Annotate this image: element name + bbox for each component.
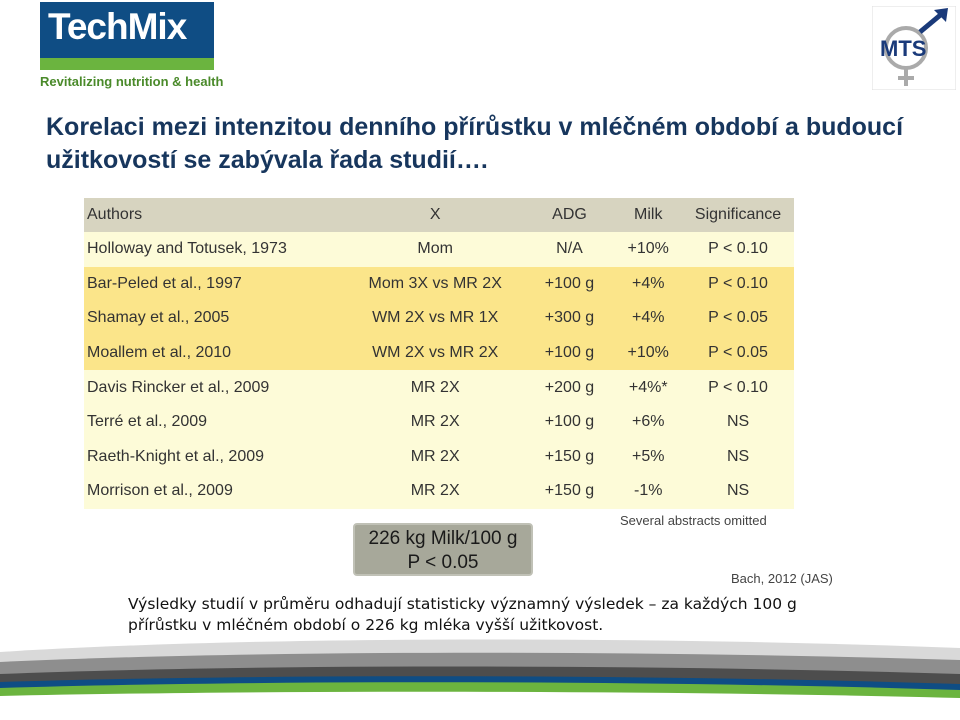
- reference: Bach, 2012 (JAS): [731, 571, 833, 586]
- cell-x: MR 2X: [345, 370, 525, 405]
- cell-x: MR 2X: [345, 439, 525, 475]
- cell-adg: +150 g: [524, 439, 615, 475]
- table-row: Bar-Peled et al., 1997 Mom 3X vs MR 2X +10…: [84, 266, 794, 302]
- table-row: Morrison et al., 2009 MR 2X +150 g -1% NS: [84, 474, 794, 509]
- table-row: Raeth-Knight et al., 2009 MR 2X +150 g +5% N…: [84, 439, 794, 475]
- table-header-row: Authors X ADG Milk Significance: [84, 198, 794, 232]
- cell-significance: P < 0.10: [682, 370, 794, 405]
- header-authors: Authors: [84, 198, 346, 232]
- table-row: Moallem et al., 2010 WM 2X vs MR 2X +100 g…: [84, 335, 794, 371]
- footer-swoosh: [0, 639, 960, 720]
- mts-logo: MTS: [872, 6, 956, 90]
- cell-significance: P < 0.05: [682, 301, 794, 336]
- cell-significance: P < 0.05: [682, 335, 794, 371]
- summary-box: 226 kg Milk/100 g P < 0.05: [353, 523, 533, 576]
- cell-milk: +4%: [614, 301, 683, 336]
- mts-logo-text: MTS: [880, 36, 926, 61]
- table-row: Holloway and Totusek, 1973 Mom N/A +10% P < …: [84, 232, 794, 267]
- cell-milk: +5%: [614, 439, 683, 475]
- tagline: Revitalizing nutrition & health: [40, 74, 224, 89]
- cell-author: Raeth-Knight et al., 2009: [84, 439, 346, 475]
- cell-significance: P < 0.10: [682, 232, 794, 267]
- header-adg: ADG: [524, 198, 615, 232]
- cell-milk: -1%: [614, 474, 683, 509]
- cell-significance: NS: [682, 439, 794, 475]
- cell-x: WM 2X vs MR 1X: [345, 301, 525, 336]
- cell-adg: +100 g: [524, 404, 615, 440]
- cell-adg: +150 g: [524, 474, 615, 509]
- cell-x: Mom: [345, 232, 525, 267]
- cell-significance: NS: [682, 404, 794, 440]
- header-x: X: [345, 198, 525, 232]
- cell-author: Terré et al., 2009: [84, 404, 346, 440]
- cell-adg: N/A: [524, 232, 615, 267]
- cell-significance: P < 0.10: [682, 266, 794, 302]
- summary-line1: 226 kg Milk/100 g: [368, 528, 518, 549]
- cell-author: Shamay et al., 2005: [84, 301, 346, 336]
- cell-x: Mom 3X vs MR 2X: [345, 266, 525, 302]
- cell-adg: +200 g: [524, 370, 615, 405]
- cell-milk: +10%: [614, 232, 683, 267]
- cell-author: Moallem et al., 2010: [84, 335, 346, 371]
- logo-text: TechMix: [48, 6, 187, 47]
- cell-significance: NS: [682, 474, 794, 509]
- table-row: Davis Rincker et al., 2009 MR 2X +200 g +4%…: [84, 370, 794, 405]
- cell-x: WM 2X vs MR 2X: [345, 335, 525, 371]
- cell-milk: +4%*: [614, 370, 683, 405]
- cell-author: Davis Rincker et al., 2009: [84, 370, 346, 405]
- cell-milk: +10%: [614, 335, 683, 371]
- cell-adg: +100 g: [524, 335, 615, 371]
- studies-table: Authors X ADG Milk Significance Holloway…: [84, 198, 794, 509]
- cell-author: Morrison et al., 2009: [84, 474, 346, 509]
- table-row: Shamay et al., 2005 WM 2X vs MR 1X +300 g +…: [84, 301, 794, 336]
- slide-title: Korelaci mezi intenzitou denního přírůst…: [46, 113, 904, 174]
- table-row: Terré et al., 2009 MR 2X +100 g +6% NS: [84, 404, 794, 440]
- techmix-logo: TechMix: [40, 2, 214, 70]
- header-milk: Milk: [614, 198, 683, 232]
- cell-author: Holloway and Totusek, 1973: [84, 232, 346, 267]
- cell-author: Bar-Peled et al., 1997: [84, 266, 346, 302]
- logo-green-bar: [40, 58, 214, 70]
- cell-adg: +300 g: [524, 301, 615, 336]
- table-footnote: Several abstracts omitted: [620, 513, 767, 528]
- cell-adg: +100 g: [524, 266, 615, 302]
- cell-milk: +6%: [614, 404, 683, 440]
- cell-x: MR 2X: [345, 474, 525, 509]
- header-significance: Significance: [682, 198, 794, 232]
- cell-x: MR 2X: [345, 404, 525, 440]
- summary-line2: P < 0.05: [407, 552, 479, 573]
- caption: Výsledky studií v průměru odhadují stati…: [128, 595, 797, 634]
- cell-milk: +4%: [614, 266, 683, 302]
